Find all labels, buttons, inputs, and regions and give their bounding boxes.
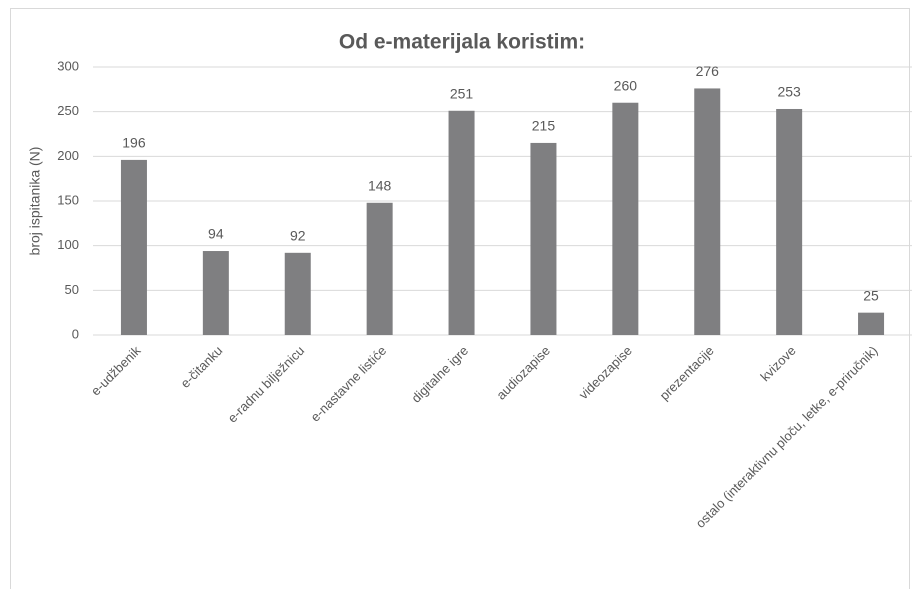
bar (530, 142, 557, 335)
bar (694, 88, 721, 335)
bar (448, 110, 475, 335)
bar (776, 108, 803, 335)
data-label: 25 (863, 287, 879, 303)
y-tick-label: 250 (57, 103, 79, 118)
y-tick-label: 300 (57, 58, 79, 73)
data-label: 276 (696, 63, 720, 79)
data-label: 253 (777, 84, 801, 100)
y-tick-label: 100 (57, 237, 79, 252)
y-tick-label: 200 (57, 148, 79, 163)
y-tick-label: 50 (65, 282, 79, 297)
bar (120, 159, 147, 335)
y-tick-label: 150 (57, 192, 79, 207)
y-tick-label: 0 (72, 326, 79, 341)
bar (366, 202, 393, 335)
y-axis-label: broj ispitanika (N) (27, 147, 43, 256)
data-label: 251 (450, 85, 474, 101)
data-label: 92 (290, 228, 306, 244)
bar (284, 252, 311, 335)
data-label: 260 (614, 77, 638, 93)
data-label: 148 (368, 177, 392, 193)
data-label: 196 (122, 135, 146, 151)
bar (612, 102, 639, 335)
data-label: 94 (208, 226, 224, 242)
bar (202, 251, 229, 335)
bar (858, 312, 885, 335)
data-label: 215 (532, 118, 556, 134)
chart-title: Od e-materijala koristim: (339, 31, 585, 54)
